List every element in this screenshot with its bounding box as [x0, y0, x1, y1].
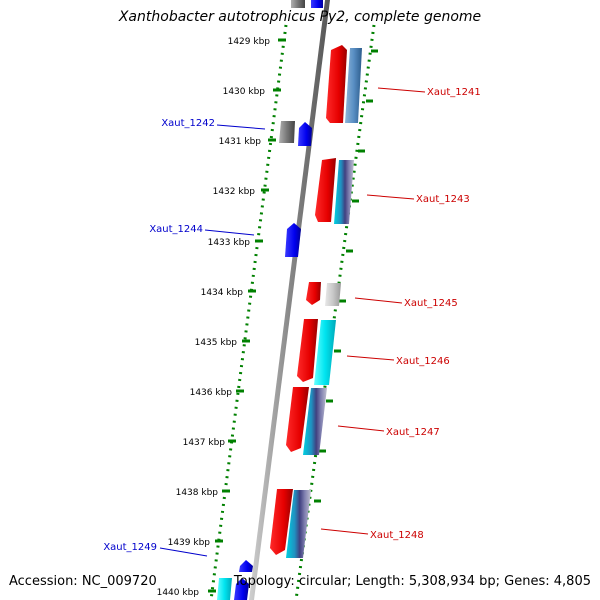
leader-xaut-1242 — [216, 124, 266, 130]
leader-xaut-1245 — [354, 297, 403, 304]
gene-xaut-1242-gray[interactable] — [279, 121, 295, 143]
gene-xaut-1246-red[interactable] — [297, 319, 318, 382]
gene-xaut-1247-stripe[interactable] — [303, 388, 327, 455]
gene-label-xaut-1246[interactable]: Xaut_1246 — [396, 356, 450, 367]
kbp-label: 1438 kbp — [176, 488, 219, 498]
gene-xaut-1246-cyan[interactable] — [314, 320, 336, 385]
topology-text: Topology: circular; Length: 5,308,934 bp… — [233, 574, 591, 589]
gene-xaut-1241-red[interactable] — [326, 45, 347, 123]
kbp-label: 1432 kbp — [213, 187, 256, 197]
minor-ticks — [314, 49, 378, 503]
gene-xaut-1243-stripe[interactable] — [334, 160, 354, 224]
gene-xaut-1248-red[interactable] — [270, 489, 293, 555]
leader-xaut-1243 — [366, 194, 415, 200]
kbp-label: 1430 kbp — [223, 87, 266, 97]
kbp-label: 1435 kbp — [195, 338, 238, 348]
gene-xaut-1247-red[interactable] — [286, 387, 309, 452]
major-ticks — [208, 38, 286, 593]
gene-label-xaut-1245[interactable]: Xaut_1245 — [404, 298, 458, 309]
kbp-label: 1433 kbp — [208, 238, 251, 248]
map-title: Xanthobacter autotrophicus Py2, complete… — [118, 9, 482, 25]
leader-xaut-1244 — [204, 229, 255, 236]
gene-label-xaut-1244[interactable]: Xaut_1244 — [149, 224, 203, 235]
genome-backbone — [249, 0, 330, 600]
gene-xaut-1248-stripe[interactable] — [286, 490, 311, 558]
gene-bottom-blue — [234, 578, 249, 600]
kbp-label: 1429 kbp — [228, 37, 271, 47]
accession-text: Accession: NC_009720 — [9, 574, 157, 589]
kbp-label: 1440 kbp — [157, 588, 200, 598]
gene-xaut-1244-blue[interactable] — [285, 223, 301, 257]
left-dotted-boundary — [209, 24, 288, 600]
gene-label-xaut-1248[interactable]: Xaut_1248 — [370, 530, 424, 541]
gene-xaut-1249-blue-small[interactable] — [239, 560, 253, 572]
gene-label-xaut-1249[interactable]: Xaut_1249 — [103, 542, 157, 553]
kbp-label: 1431 kbp — [219, 137, 262, 147]
leader-xaut-1249 — [159, 547, 208, 557]
leader-xaut-1241 — [377, 87, 426, 93]
gene-label-xaut-1247[interactable]: Xaut_1247 — [386, 427, 440, 438]
leader-xaut-1246 — [346, 355, 395, 361]
gene-xaut-1242-blue[interactable] — [298, 122, 312, 146]
gene-label-xaut-1243[interactable]: Xaut_1243 — [416, 194, 470, 205]
kbp-label: 1436 kbp — [190, 388, 233, 398]
gene-xaut-1241-steel[interactable] — [345, 48, 362, 123]
gene-xaut-1243-red[interactable] — [315, 158, 336, 222]
kbp-label: 1437 kbp — [183, 438, 226, 448]
gene-xaut-1245-lightgray[interactable] — [325, 283, 341, 306]
kbp-label: 1434 kbp — [201, 288, 244, 298]
gene-label-xaut-1242[interactable]: Xaut_1242 — [161, 118, 215, 129]
gene-top-gray — [291, 0, 305, 8]
kbp-label: 1439 kbp — [168, 538, 211, 548]
gene-bottom-cyan — [217, 578, 232, 600]
gene-xaut-1245-red[interactable] — [306, 282, 321, 305]
gene-top-blue — [311, 0, 323, 8]
gene-label-xaut-1241[interactable]: Xaut_1241 — [427, 87, 481, 98]
leader-xaut-1247 — [337, 425, 385, 432]
leader-xaut-1248 — [320, 528, 369, 535]
